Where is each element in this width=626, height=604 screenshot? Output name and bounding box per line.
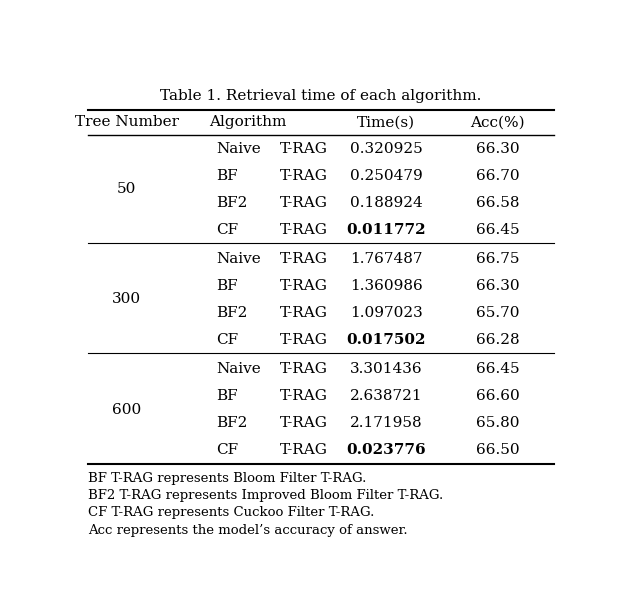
Text: BF2: BF2 xyxy=(217,416,248,430)
Text: 66.30: 66.30 xyxy=(476,142,520,156)
Text: 300: 300 xyxy=(112,292,141,306)
Text: T-RAG: T-RAG xyxy=(280,416,327,430)
Text: 0.250479: 0.250479 xyxy=(350,169,423,183)
Text: BF: BF xyxy=(217,279,238,293)
Text: T-RAG: T-RAG xyxy=(280,362,327,376)
Text: Naive: Naive xyxy=(217,142,261,156)
Text: 66.58: 66.58 xyxy=(476,196,520,210)
Text: Naive: Naive xyxy=(217,252,261,266)
Text: BF T-RAG represents Bloom Filter T-RAG.: BF T-RAG represents Bloom Filter T-RAG. xyxy=(88,472,366,484)
Text: 66.75: 66.75 xyxy=(476,252,520,266)
Text: 66.28: 66.28 xyxy=(476,333,520,347)
Text: 0.320925: 0.320925 xyxy=(350,142,423,156)
Text: BF2 T-RAG represents Improved Bloom Filter T-RAG.: BF2 T-RAG represents Improved Bloom Filt… xyxy=(88,489,443,502)
Text: T-RAG: T-RAG xyxy=(280,443,327,457)
Text: CF: CF xyxy=(217,333,239,347)
Text: 0.011772: 0.011772 xyxy=(347,223,426,237)
Text: CF T-RAG represents Cuckoo Filter T-RAG.: CF T-RAG represents Cuckoo Filter T-RAG. xyxy=(88,506,374,519)
Text: Acc represents the model’s accuracy of answer.: Acc represents the model’s accuracy of a… xyxy=(88,524,408,537)
Text: 2.171958: 2.171958 xyxy=(350,416,423,430)
Text: BF2: BF2 xyxy=(217,196,248,210)
Text: 66.45: 66.45 xyxy=(476,362,520,376)
Text: BF: BF xyxy=(217,389,238,403)
Text: 0.017502: 0.017502 xyxy=(347,333,426,347)
Text: T-RAG: T-RAG xyxy=(280,306,327,320)
Text: T-RAG: T-RAG xyxy=(280,279,327,293)
Text: 1.767487: 1.767487 xyxy=(350,252,423,266)
Text: Tree Number: Tree Number xyxy=(74,115,179,129)
Text: T-RAG: T-RAG xyxy=(280,252,327,266)
Text: 0.188924: 0.188924 xyxy=(350,196,423,210)
Text: 0.023776: 0.023776 xyxy=(347,443,426,457)
Text: CF: CF xyxy=(217,223,239,237)
Text: 50: 50 xyxy=(117,182,136,196)
Text: CF: CF xyxy=(217,443,239,457)
Text: 1.360986: 1.360986 xyxy=(350,279,423,293)
Text: BF: BF xyxy=(217,169,238,183)
Text: BF2: BF2 xyxy=(217,306,248,320)
Text: 1.097023: 1.097023 xyxy=(350,306,423,320)
Text: 66.60: 66.60 xyxy=(476,389,520,403)
Text: T-RAG: T-RAG xyxy=(280,333,327,347)
Text: 66.45: 66.45 xyxy=(476,223,520,237)
Text: 66.50: 66.50 xyxy=(476,443,520,457)
Text: 2.638721: 2.638721 xyxy=(350,389,423,403)
Text: 3.301436: 3.301436 xyxy=(350,362,423,376)
Text: T-RAG: T-RAG xyxy=(280,196,327,210)
Text: Table 1. Retrieval time of each algorithm.: Table 1. Retrieval time of each algorith… xyxy=(160,89,481,103)
Text: Naive: Naive xyxy=(217,362,261,376)
Text: Time(s): Time(s) xyxy=(357,115,416,129)
Text: 65.80: 65.80 xyxy=(476,416,520,430)
Text: T-RAG: T-RAG xyxy=(280,169,327,183)
Text: Algorithm: Algorithm xyxy=(209,115,287,129)
Text: T-RAG: T-RAG xyxy=(280,389,327,403)
Text: 66.30: 66.30 xyxy=(476,279,520,293)
Text: 66.70: 66.70 xyxy=(476,169,520,183)
Text: 600: 600 xyxy=(112,403,141,417)
Text: 65.70: 65.70 xyxy=(476,306,520,320)
Text: T-RAG: T-RAG xyxy=(280,223,327,237)
Text: T-RAG: T-RAG xyxy=(280,142,327,156)
Text: Acc(%): Acc(%) xyxy=(471,115,525,129)
